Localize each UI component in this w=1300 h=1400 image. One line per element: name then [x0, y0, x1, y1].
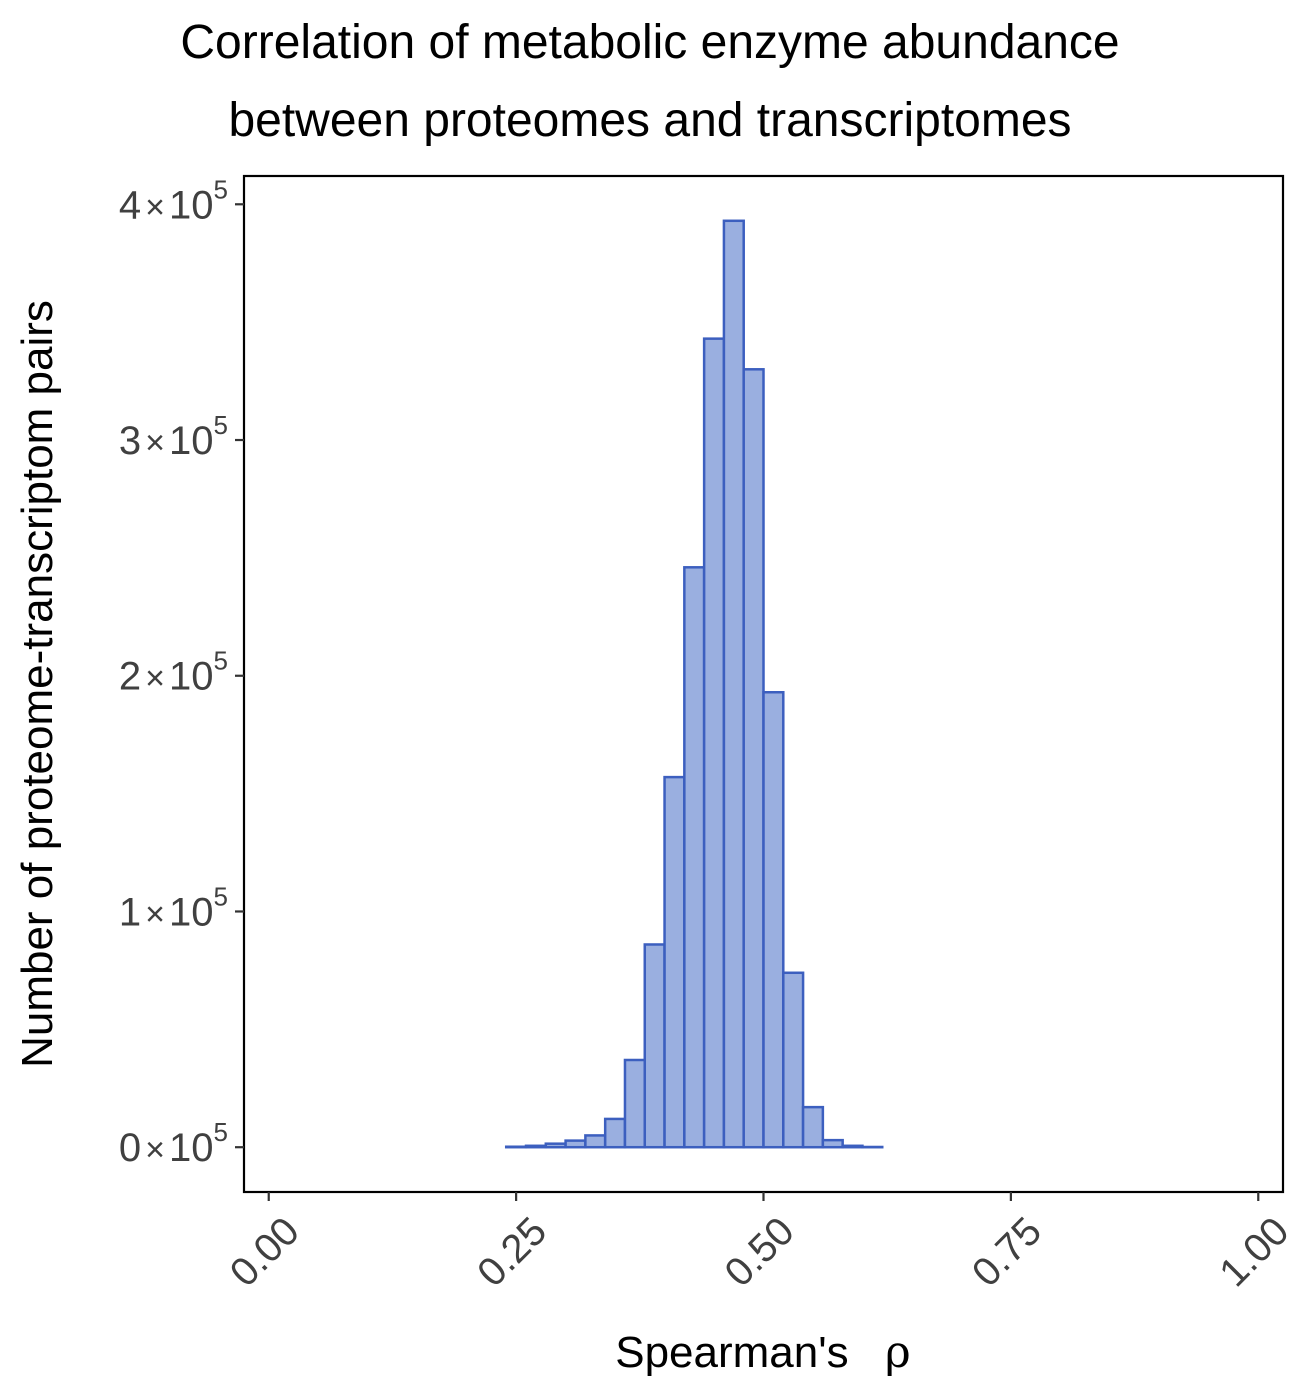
- histogram-bar: [544, 1142, 567, 1149]
- x-axis-title-text: Spearman's: [615, 1328, 848, 1377]
- y-tick-label-part: 3: [119, 419, 141, 463]
- y-tick-label-part: 5: [214, 881, 228, 911]
- histogram-bar: [623, 1058, 647, 1149]
- y-tick-label-part: 5: [214, 174, 228, 204]
- y-tick-label-part: ×: [145, 1131, 165, 1169]
- y-tick-label-part: 10: [169, 1126, 214, 1170]
- histogram-bar: [524, 1144, 548, 1149]
- y-tick-label-part: 10: [169, 419, 214, 463]
- y-tick-label-part: ×: [145, 424, 165, 462]
- x-axis-title: Spearman's ρ: [615, 1327, 911, 1378]
- y-tick-label-part: ×: [145, 188, 165, 226]
- y-tick-label-part: ×: [145, 895, 165, 933]
- y-tick-label-part: 10: [169, 183, 214, 227]
- histogram-bar: [584, 1134, 607, 1149]
- y-tick-label: 3 × 105: [119, 410, 228, 463]
- y-tick-label: 0 × 105: [119, 1117, 228, 1170]
- chart-title-line-1: Correlation of metabolic enzyme abundanc…: [180, 16, 1119, 69]
- histogram-bar: [841, 1144, 864, 1149]
- bars-layer: [504, 219, 884, 1149]
- histogram-bar: [643, 943, 666, 1149]
- y-tick-label-part: 0: [119, 1126, 141, 1170]
- x-tick-label: 0.25: [469, 1209, 555, 1295]
- x-tick-label: 1.00: [1211, 1209, 1297, 1295]
- x-tick-label: 0.75: [964, 1209, 1050, 1295]
- histogram-bar: [821, 1138, 844, 1149]
- y-tick-label: 1 × 105: [119, 881, 228, 934]
- y-tick-label-part: ×: [145, 660, 165, 698]
- y-tick-label-part: 5: [214, 1117, 228, 1147]
- y-tick-label: 2 × 105: [119, 646, 228, 699]
- y-tick-label-part: 5: [214, 646, 228, 676]
- y-axis-title: Number of proteome-transcriptom pairs: [13, 300, 62, 1068]
- y-tick-label-part: 5: [214, 410, 228, 440]
- y-tick-label-part: 2: [119, 655, 141, 699]
- y-tick-label-part: 10: [169, 890, 214, 934]
- y-tick-label-part: 10: [169, 655, 214, 699]
- histogram-bar: [722, 219, 745, 1149]
- histogram-bar: [702, 337, 726, 1149]
- histogram-bar: [801, 1105, 825, 1149]
- y-tick-label-part: 1: [119, 890, 141, 934]
- x-tick-label: 0.50: [716, 1209, 802, 1295]
- histogram-bar: [762, 691, 785, 1149]
- histogram-bar: [782, 971, 805, 1149]
- x-axis: 0.00 0.25 0.50 0.75 1.00: [222, 1192, 1297, 1295]
- histogram-bar: [683, 566, 706, 1149]
- y-tick-label: 4 × 105: [119, 174, 228, 227]
- x-axis-title-rho: ρ: [885, 1327, 911, 1378]
- chart-title-line-2: between proteomes and transcriptomes: [228, 94, 1071, 147]
- x-tick-label: 0.00: [222, 1209, 308, 1295]
- histogram-bar: [603, 1117, 627, 1149]
- y-tick-label-part: 4: [119, 183, 141, 227]
- histogram-bar: [742, 368, 765, 1149]
- histogram-bar: [663, 775, 686, 1149]
- histogram-bar: [564, 1139, 587, 1149]
